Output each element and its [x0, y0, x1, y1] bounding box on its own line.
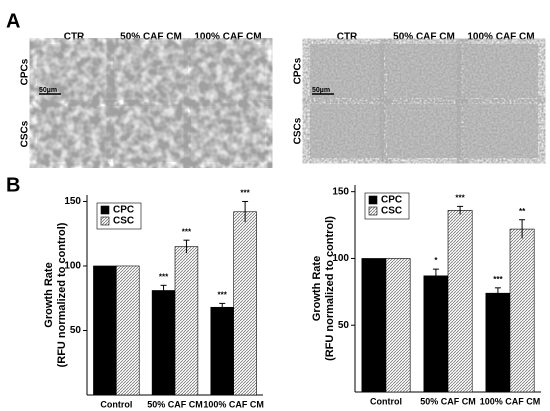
significance: *** [182, 227, 192, 236]
legend-swatch [100, 216, 110, 226]
scale-label: 50µm [39, 87, 57, 94]
row-label: CPCs [293, 57, 304, 84]
bar [509, 228, 535, 393]
significance: ** [519, 207, 526, 216]
row-label: CSCs [293, 117, 304, 144]
micrograph-texture [114, 44, 188, 100]
micrograph-texture [464, 104, 538, 158]
column-label: 50% CAF CM [393, 32, 455, 43]
micrograph-texture [37, 44, 111, 100]
y-tick-label: 50 [70, 325, 82, 336]
panel-label: B [6, 174, 20, 196]
micrograph-texture [387, 44, 461, 98]
y-axis-label: Growth Rate [43, 262, 55, 327]
significance: *** [218, 290, 228, 299]
bar [151, 290, 176, 396]
scale-label: 50µm [312, 87, 330, 94]
legend-label: CSC [381, 206, 402, 217]
y-tick-label: 150 [64, 196, 81, 207]
significance: *** [159, 272, 169, 281]
micrograph-texture [37, 106, 111, 162]
micrograph-texture [387, 104, 461, 158]
legend-label: CSC [113, 216, 134, 227]
micrograph-texture [114, 106, 188, 162]
bar [210, 306, 234, 396]
legend-label: CPC [381, 195, 402, 206]
significance: * [434, 256, 438, 265]
micrograph-texture [191, 106, 265, 162]
significance: *** [240, 189, 250, 198]
row-label: CPCs [20, 58, 31, 85]
y-axis-label: (RFU normalized to control) [56, 222, 68, 367]
micrograph-texture [310, 44, 384, 98]
y-tick-label: 100 [332, 253, 349, 264]
bar [93, 265, 117, 396]
significance: *** [493, 275, 503, 284]
column-label: 100% CAF CM [467, 32, 534, 43]
legend-swatch [368, 206, 378, 216]
bar [233, 211, 257, 396]
x-tick-label: 50% CAF CM [147, 399, 203, 409]
bar [174, 246, 199, 396]
legend-swatch [368, 195, 378, 205]
micrograph-texture [464, 44, 538, 98]
micrograph-texture [310, 104, 384, 158]
bar [447, 210, 473, 393]
y-tick-label: 50 [338, 320, 350, 331]
row-label: CSCs [20, 120, 31, 147]
micrograph-texture [191, 44, 265, 100]
bar [423, 275, 449, 393]
panel-label: A [6, 10, 20, 32]
x-tick-label: Control [370, 396, 402, 406]
bar [116, 265, 140, 396]
column-label: 100% CAF CM [194, 32, 261, 43]
column-label: 50% CAF CM [120, 32, 182, 43]
y-axis-label: (RFU normalized to control) [324, 216, 336, 361]
x-tick-label: 100% CAF CM [480, 396, 541, 406]
bar [385, 258, 411, 393]
x-tick-label: 50% CAF CM [420, 396, 476, 406]
legend-label: CPC [113, 205, 134, 216]
bar [485, 292, 511, 393]
y-tick-label: 150 [332, 186, 349, 197]
x-tick-label: 100% CAF CM [203, 399, 264, 409]
legend-swatch [100, 205, 110, 215]
bar [361, 258, 387, 393]
x-tick-label: Control [100, 399, 132, 409]
column-label: CTR [337, 32, 358, 43]
y-tick-label: 100 [64, 261, 81, 272]
significance: *** [455, 193, 465, 202]
column-label: CTR [64, 32, 85, 43]
y-axis-label: Growth Rate [311, 256, 323, 321]
